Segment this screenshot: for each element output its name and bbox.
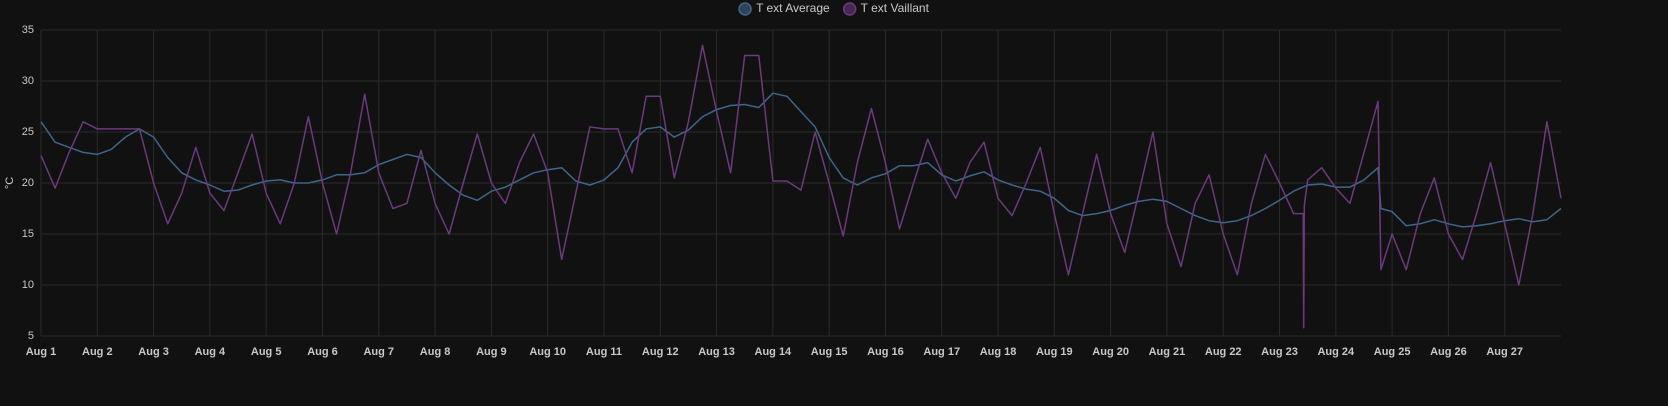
y-tick-label: 20	[22, 177, 34, 189]
x-tick-label: Aug 15	[811, 346, 848, 358]
y-tick-label: 10	[22, 279, 34, 291]
legend-label: T ext Vaillant	[861, 1, 930, 15]
x-tick-label: Aug 16	[867, 346, 904, 358]
x-tick-label: Aug 7	[363, 346, 394, 358]
x-tick-label: Aug 8	[420, 346, 451, 358]
x-tick-label: Aug 14	[755, 346, 793, 358]
series-line	[40, 44, 1562, 329]
x-tick-label: Aug 1	[26, 346, 57, 358]
x-tick-label: Aug 20	[1092, 346, 1129, 358]
legend-swatch	[842, 2, 857, 16]
x-tick-label: Aug 17	[923, 346, 960, 358]
x-tick-label: Aug 3	[138, 346, 169, 358]
y-axis-label: °C	[4, 177, 16, 189]
x-tick-label: Aug 10	[529, 346, 566, 358]
x-tick-label: Aug 27	[1486, 346, 1523, 358]
y-tick-label: 5	[28, 330, 34, 342]
legend-label: T ext Average	[756, 1, 830, 15]
x-tick-label: Aug 13	[698, 346, 735, 358]
x-tick-label: Aug 24	[1317, 346, 1355, 358]
legend-swatch	[738, 2, 752, 16]
series-line	[40, 92, 1562, 228]
x-tick-label: Aug 5	[251, 346, 282, 358]
y-tick-label: 25	[22, 126, 34, 138]
x-tick-label: Aug 23	[1261, 346, 1298, 358]
y-tick-label: 15	[22, 228, 34, 240]
x-tick-label: Aug 19	[1036, 346, 1073, 358]
x-tick-label: Aug 25	[1374, 346, 1411, 358]
x-tick-label: Aug 9	[476, 346, 507, 358]
x-tick-label: Aug 6	[307, 346, 338, 358]
x-tick-label: Aug 21	[1149, 346, 1186, 358]
x-tick-label: Aug 22	[1205, 346, 1242, 358]
x-tick-label: Aug 18	[980, 346, 1017, 358]
x-tick-label: Aug 4	[195, 346, 226, 358]
legend: T ext Average T ext Vaillant	[738, 1, 930, 16]
y-tick-label: 30	[22, 75, 34, 87]
x-tick-label: Aug 11	[586, 346, 622, 358]
x-tick-label: Aug 12	[642, 346, 679, 358]
x-tick-label: Aug 2	[82, 346, 113, 358]
y-tick-label: 35	[22, 24, 34, 36]
x-tick-label: Aug 26	[1430, 346, 1467, 358]
